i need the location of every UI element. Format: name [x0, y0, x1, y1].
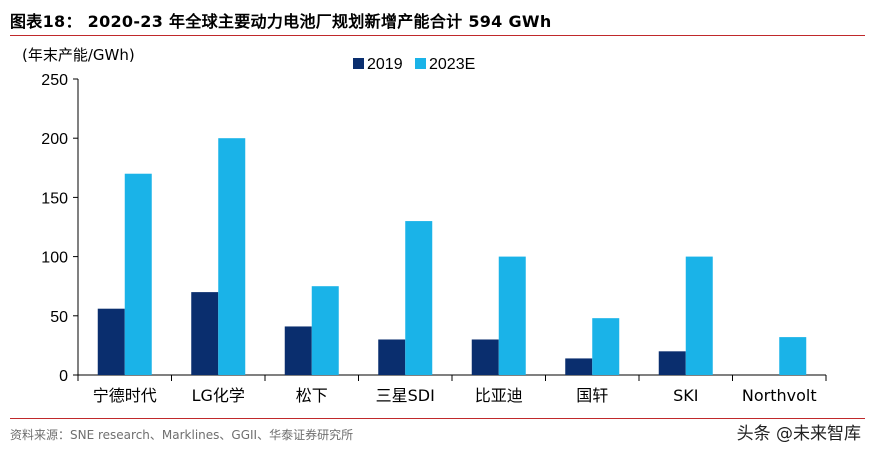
bar-2019-0 [97, 308, 125, 375]
x-tick-label: 松下 [296, 386, 328, 405]
y-tick-label: 200 [41, 131, 68, 148]
watermark: 头条 @未来智库 [736, 424, 861, 444]
figure-title: 图表18： 2020-23 年全球主要动力电池厂规划新增产能合计 594 GWh [10, 12, 552, 31]
x-tick-label: Northvolt [742, 386, 817, 405]
bar-2023E-0 [124, 173, 152, 375]
source-note: 资料来源：SNE research、Marklines、GGII、华泰证券研究所 [10, 428, 354, 442]
y-tick-label: 150 [41, 190, 68, 207]
legend-swatch-2019 [353, 58, 364, 69]
footer-divider [10, 418, 865, 419]
bar-2019-3 [378, 339, 406, 375]
bar-2023E-6 [685, 256, 713, 375]
bar-2019-1 [191, 292, 219, 375]
figure-header: 图表18： 2020-23 年全球主要动力电池厂规划新增产能合计 594 GWh [0, 0, 875, 36]
bar-2019-4 [471, 339, 499, 375]
chart-container: (年末产能/GWh) 0 50 100 150 200 250 宁德时代 LG化学 松下 三星SDI… [0, 38, 875, 418]
legend-swatch-2023E [415, 58, 426, 69]
bar-2023E-2 [311, 286, 339, 375]
x-tick-label: 宁德时代 [93, 386, 157, 405]
x-tick-label: SKI [673, 386, 698, 405]
y-tick-label: 100 [41, 250, 68, 267]
x-tick-label: 三星SDI [376, 386, 435, 405]
x-tick-label: 国轩 [576, 386, 608, 405]
bar-2023E-5 [592, 318, 620, 375]
x-tick-label: 比亚迪 [475, 386, 523, 405]
bar-2023E-3 [405, 221, 433, 375]
bar-chart: (年末产能/GWh) 0 50 100 150 200 250 宁德时代 LG化学 松下 三星SDI… [22, 46, 827, 405]
y-tick-label: 250 [41, 72, 68, 89]
bar-2023E-4 [498, 256, 526, 375]
y-tick-label: 50 [50, 309, 68, 326]
legend-label-2023E: 2023E [429, 56, 475, 73]
y-tick-label: 0 [59, 368, 68, 385]
bar-2019-6 [658, 351, 686, 375]
legend-label-2019: 2019 [367, 56, 403, 73]
bar-2019-5 [565, 358, 593, 375]
header-divider [10, 35, 865, 36]
x-tick-label: LG化学 [192, 386, 245, 405]
bar-2023E-1 [218, 138, 246, 375]
y-axis-label: (年末产能/GWh) [22, 46, 135, 64]
bar-2019-2 [284, 326, 312, 375]
bar-2023E-7 [779, 337, 807, 375]
